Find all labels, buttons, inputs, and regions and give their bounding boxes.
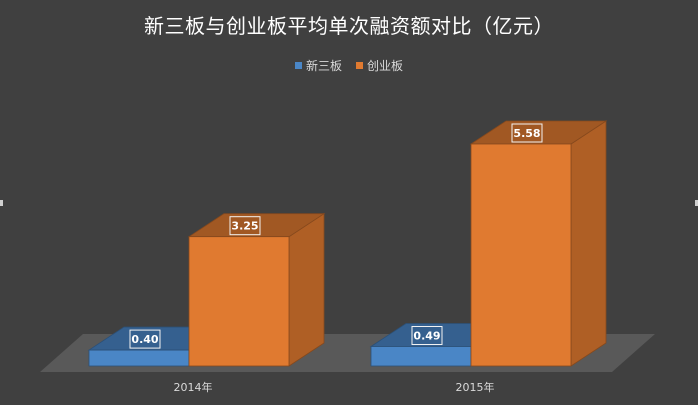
bar-chuangyeban-2014-label: 3.25 xyxy=(231,220,258,233)
x-tick-label-2015: 2015年 xyxy=(456,380,495,394)
bar-xinsanban-2014-label-box xyxy=(129,329,161,349)
bar-chuangyeban-2014-label-box xyxy=(229,216,261,236)
bar-chuangyeban-2015 xyxy=(470,143,572,367)
bar-chuangyeban-2015-label: 5.58 xyxy=(513,127,540,140)
legend-swatch-xinsanban xyxy=(294,62,302,69)
legend: 新三板 创业板 xyxy=(0,57,698,74)
legend-label-xinsanban: 新三板 xyxy=(305,59,342,73)
legend-swatch-chuangyeban xyxy=(356,62,363,69)
resize-handle-left[interactable] xyxy=(0,200,3,206)
bar-chuangyeban-2015-label-box xyxy=(511,123,543,143)
bar-chuangyeban-2014 xyxy=(188,236,290,367)
bar-xinsanban-2014 xyxy=(88,349,190,367)
legend-item-xinsanban[interactable]: 新三板 xyxy=(294,57,342,74)
resize-handle-right[interactable] xyxy=(695,200,698,206)
bar-xinsanban-2015 xyxy=(370,346,472,367)
bar-xinsanban-2014-label: 0.40 xyxy=(131,333,158,346)
chart-title: 新三板与创业板平均单次融资额对比（亿元） xyxy=(144,14,554,38)
bar-chuangyeban-2014-side xyxy=(288,212,325,367)
x-tick-label-2014: 2014年 xyxy=(174,380,213,394)
bar-xinsanban-2015-label: 0.49 xyxy=(413,330,440,343)
bar-chuangyeban-2015-side xyxy=(570,120,607,367)
legend-label-chuangyeban: 创业板 xyxy=(367,59,404,73)
bar-xinsanban-2015-label-box xyxy=(411,326,443,346)
legend-item-chuangyeban[interactable]: 创业板 xyxy=(356,57,403,74)
